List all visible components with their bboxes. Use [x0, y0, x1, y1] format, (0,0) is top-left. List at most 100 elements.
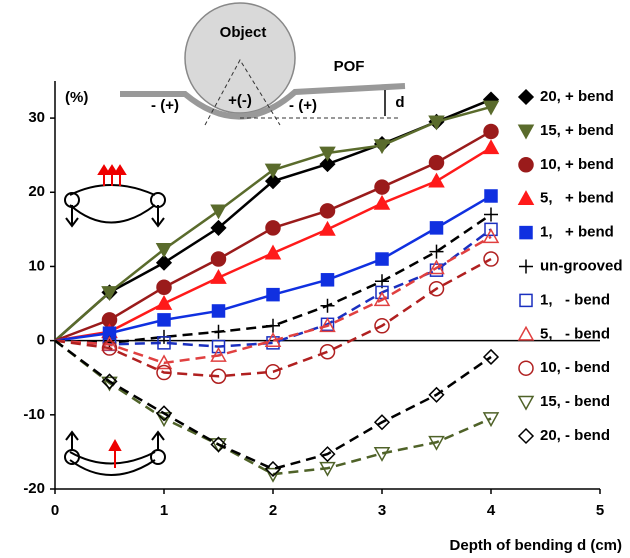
series-line — [54, 228, 492, 348]
marker — [483, 251, 499, 267]
x-tick-label: 0 — [51, 502, 59, 519]
marker — [211, 304, 226, 318]
annotation: d — [395, 94, 404, 111]
marker — [101, 340, 118, 356]
marker — [264, 460, 282, 478]
series — [54, 228, 500, 370]
y-tick-label: 20 — [28, 183, 45, 200]
x-tick-label: 1 — [160, 502, 168, 519]
legend-label: 20, + bend — [540, 88, 614, 105]
y-tick-label: -10 — [23, 406, 45, 423]
annotation: - (+) — [151, 97, 179, 114]
marker — [101, 286, 118, 301]
marker — [101, 335, 118, 351]
arch — [69, 451, 156, 465]
marker — [428, 386, 445, 403]
marker — [482, 228, 500, 244]
marker — [264, 467, 282, 483]
legend-label: 10, - bend — [540, 359, 610, 376]
series — [54, 123, 499, 342]
marker — [264, 163, 282, 179]
legend-marker — [517, 88, 535, 106]
marker — [482, 100, 500, 116]
y-axis-title: (%) — [65, 89, 88, 106]
red-head — [108, 438, 122, 451]
y-tick-label: -20 — [23, 480, 45, 497]
marker — [484, 222, 498, 237]
annotation: POF — [334, 58, 365, 75]
marker — [320, 273, 335, 287]
y-tick-label: 10 — [28, 257, 45, 274]
marker — [373, 447, 391, 462]
annotation: +(-) — [228, 92, 252, 109]
annotation: - (+) — [289, 97, 317, 114]
marker — [428, 172, 445, 188]
marker — [266, 318, 280, 333]
legend-marker — [517, 427, 535, 445]
arch — [69, 204, 156, 224]
series — [54, 339, 500, 483]
marker — [482, 139, 500, 155]
marker — [429, 244, 444, 259]
marker — [210, 251, 227, 267]
object-circle — [184, 2, 296, 114]
marker — [428, 115, 445, 131]
inset-diagram — [120, 2, 406, 126]
marker — [210, 219, 227, 236]
legend-label: 1, - bend — [540, 291, 610, 308]
marker — [373, 291, 391, 307]
guide — [204, 58, 281, 126]
red-heads — [97, 164, 127, 175]
marker — [373, 139, 391, 155]
legend-label: un-grooved — [540, 257, 623, 274]
marker — [428, 259, 445, 275]
legend-label: 5, - bend — [540, 325, 610, 342]
marker — [155, 254, 173, 271]
marker — [264, 244, 282, 260]
marker — [155, 243, 173, 258]
series-line — [54, 339, 492, 476]
series — [54, 189, 498, 342]
legend-marker — [517, 325, 535, 341]
marker — [429, 263, 444, 277]
series-line — [54, 235, 492, 365]
x-tick-label: 3 — [378, 502, 386, 519]
series — [54, 251, 499, 384]
marker — [210, 204, 227, 220]
marker — [320, 298, 335, 313]
legend-marker — [519, 293, 533, 308]
marker — [429, 221, 444, 235]
legend-label: 10, + bend — [540, 156, 614, 173]
legend-marker — [518, 360, 534, 376]
x-tick-label: 4 — [487, 502, 496, 519]
legend-marker — [518, 157, 534, 173]
marker — [484, 207, 498, 222]
marker — [319, 146, 336, 162]
series-line — [54, 257, 492, 378]
arch — [69, 459, 156, 476]
marker — [156, 364, 172, 381]
series — [54, 100, 500, 342]
marker — [319, 317, 336, 333]
marker — [211, 339, 226, 354]
series-line — [54, 98, 492, 342]
marker — [210, 269, 227, 284]
marker — [319, 156, 336, 173]
marker — [319, 220, 336, 236]
marker — [484, 189, 498, 203]
series-line — [54, 130, 492, 342]
marker — [210, 346, 227, 362]
marker — [374, 179, 390, 195]
marker — [264, 332, 282, 347]
series — [54, 91, 500, 342]
x-tick-label: 5 — [596, 502, 604, 519]
legend-label: 5, + bend — [540, 190, 614, 207]
marker — [210, 436, 227, 453]
marker — [211, 324, 226, 339]
arrows — [65, 430, 165, 450]
legend-marker — [517, 124, 535, 140]
icon-plus — [64, 164, 166, 228]
y-tick-label: 0 — [37, 332, 45, 349]
marker — [265, 220, 281, 236]
legend-label: 1, + bend — [540, 224, 614, 241]
